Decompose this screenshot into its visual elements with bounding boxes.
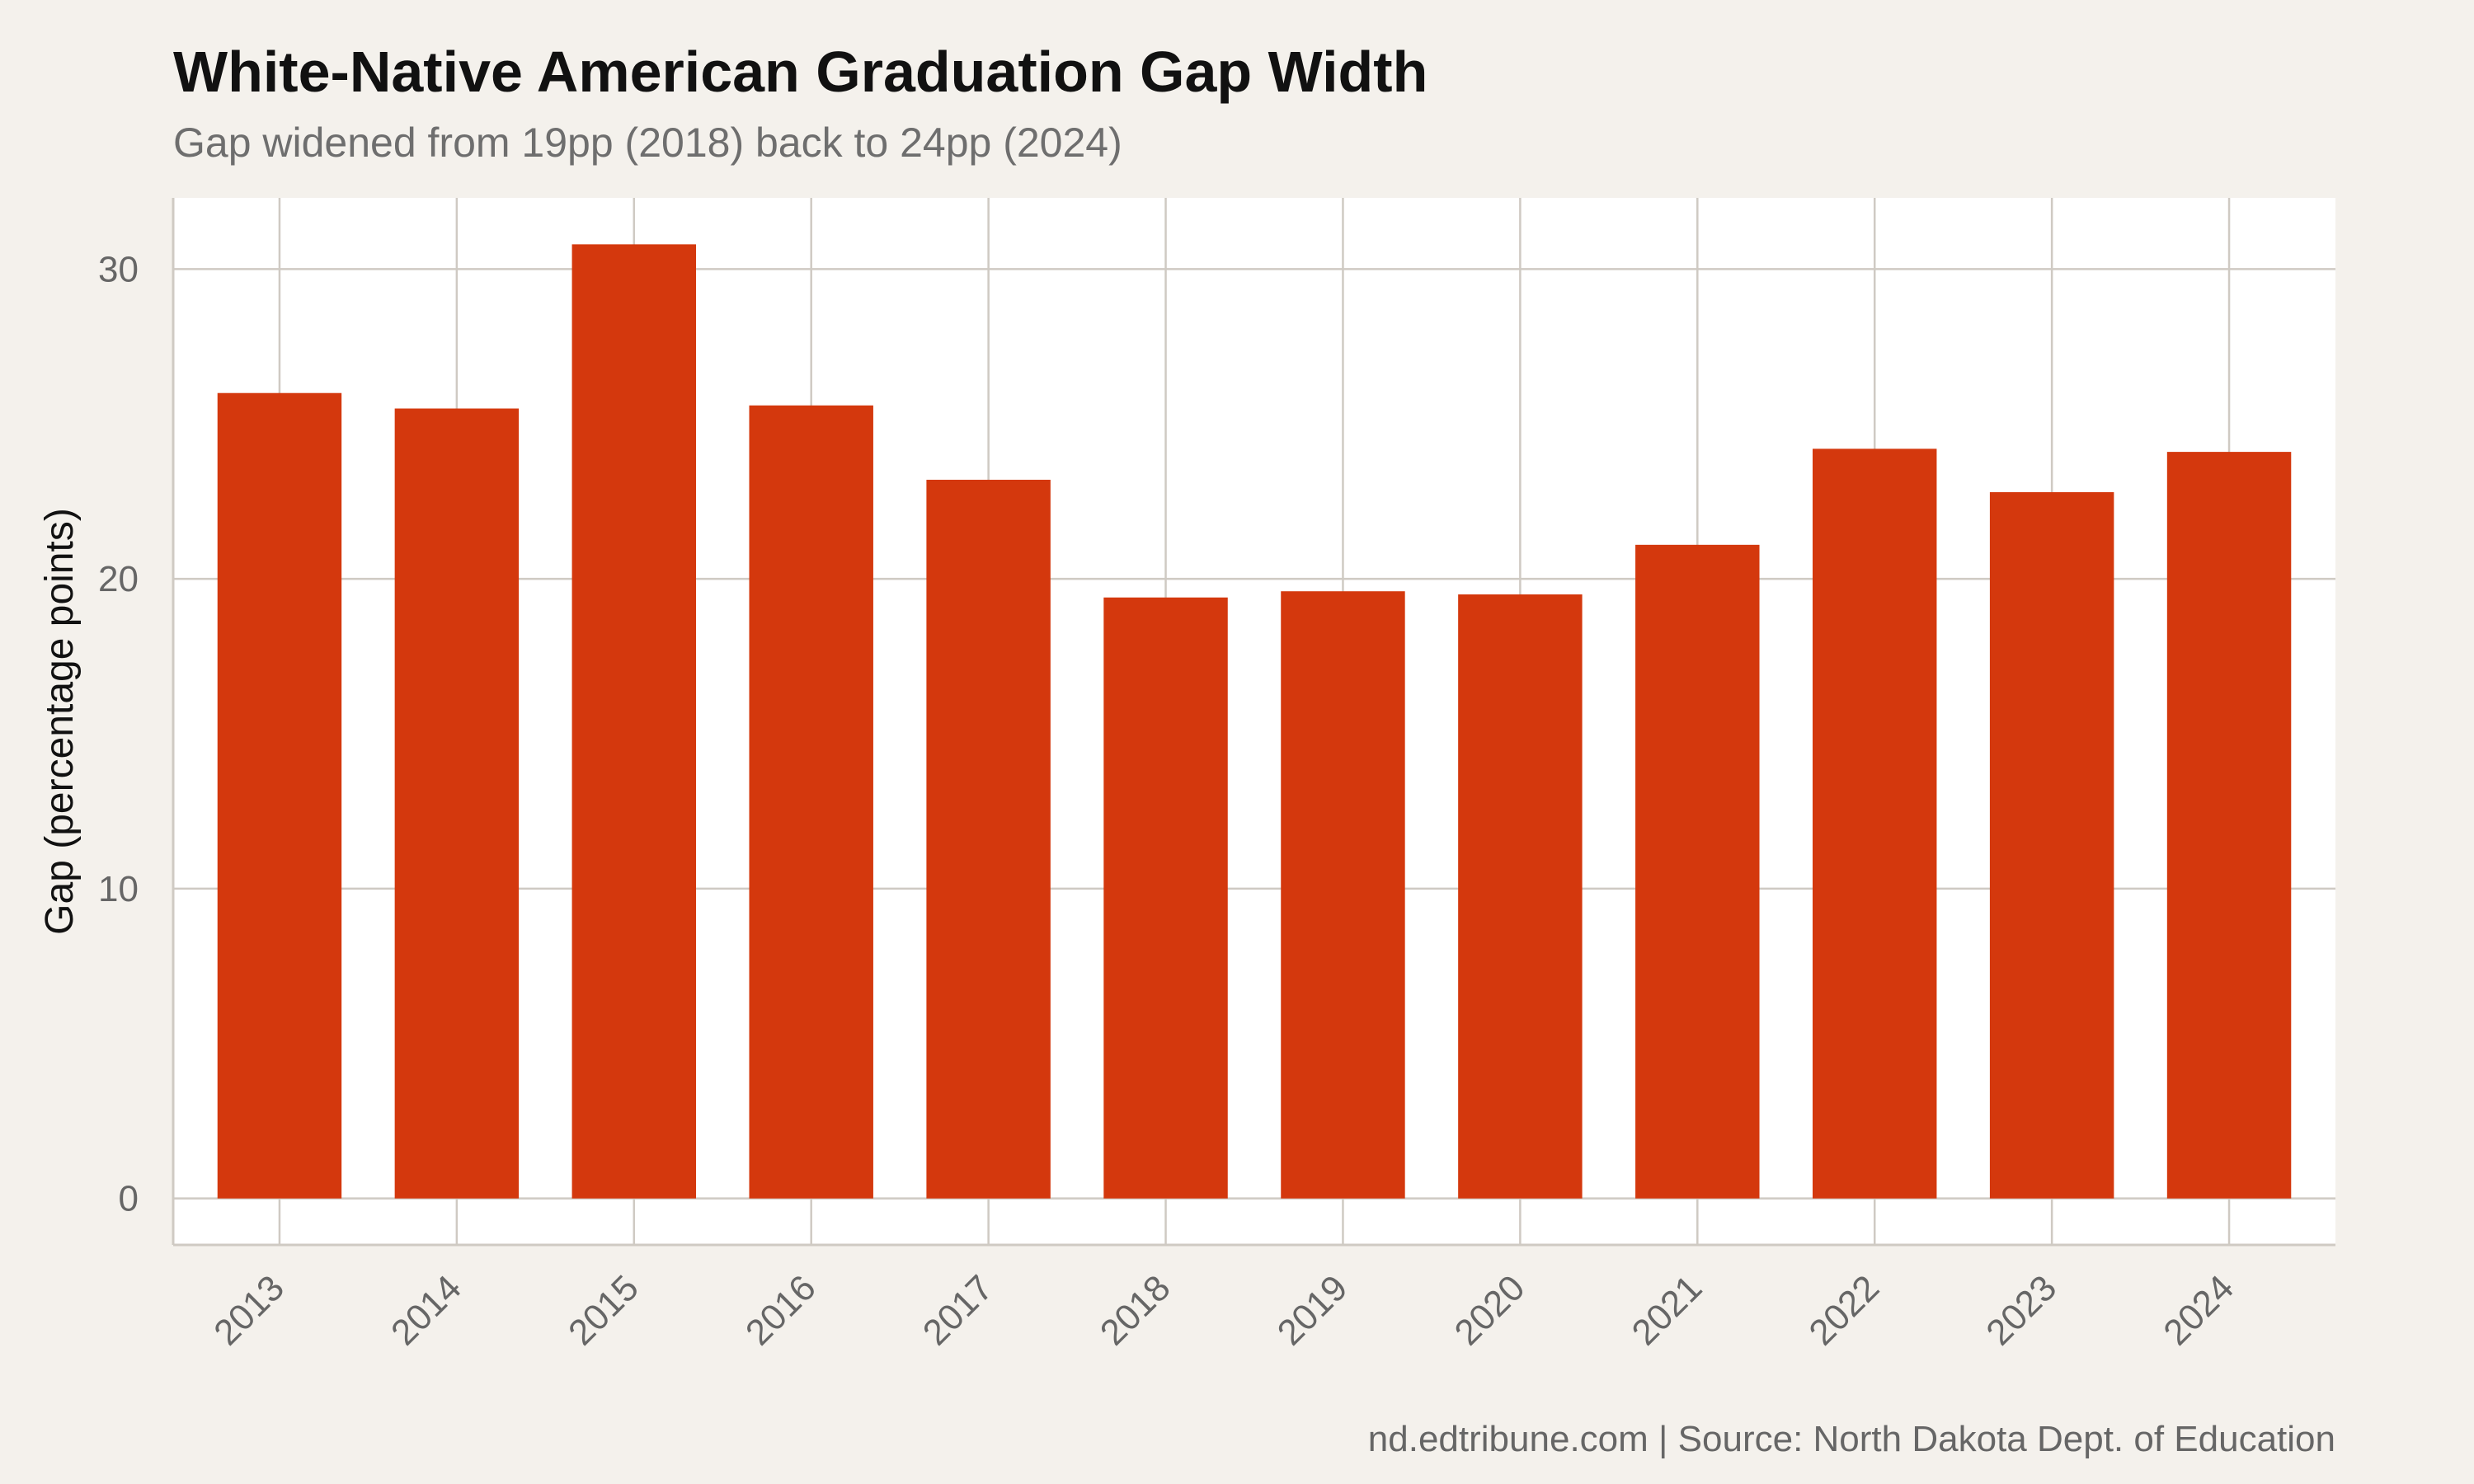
x-tick-label: 2021	[1624, 1267, 1710, 1353]
x-tick-label: 2013	[206, 1267, 292, 1353]
x-tick-label: 2022	[1801, 1267, 1887, 1353]
bar	[1103, 597, 1228, 1199]
caption: nd.edtribune.com | Source: North Dakota …	[1368, 1419, 2335, 1459]
x-tick-label: 2019	[1270, 1267, 1356, 1353]
y-tick-labels: 0 10 20 30	[98, 249, 139, 1219]
x-tick-labels: 2013 2014 2015 2016 2017 2018 2019 2020 2021 2022…	[206, 1267, 2241, 1353]
bar	[749, 405, 873, 1199]
bars	[217, 244, 2292, 1199]
bar	[394, 408, 520, 1199]
bar	[571, 244, 697, 1199]
y-tick-label: 20	[98, 559, 139, 599]
bar	[926, 479, 1051, 1199]
y-tick-label: 10	[98, 869, 139, 909]
x-tick-label: 2014	[383, 1267, 469, 1353]
chart-subtitle: Gap widened from 19pp (2018) back to 24p…	[173, 120, 1122, 166]
x-tick-label: 2020	[1447, 1267, 1533, 1353]
y-axis-title: Gap (percentage points)	[38, 508, 82, 935]
x-tick-label: 2023	[1978, 1267, 2064, 1353]
bar	[217, 392, 342, 1199]
x-tick-label: 2015	[561, 1267, 647, 1353]
plot-panel	[173, 198, 2335, 1245]
bar	[1281, 591, 1405, 1199]
x-tick-label: 2018	[1093, 1267, 1178, 1353]
bar	[2166, 452, 2292, 1199]
x-tick-label: 2024	[2156, 1267, 2241, 1353]
y-tick-label: 0	[119, 1179, 139, 1219]
bar	[1635, 544, 1760, 1199]
y-tick-label: 30	[98, 249, 139, 289]
bar	[1989, 491, 2114, 1199]
x-tick-label: 2016	[738, 1267, 824, 1353]
x-tick-label: 2017	[915, 1267, 1001, 1353]
bar	[1458, 594, 1583, 1199]
chart-title: White-Native American Graduation Gap Wid…	[173, 40, 1427, 104]
bar	[1812, 448, 1937, 1199]
